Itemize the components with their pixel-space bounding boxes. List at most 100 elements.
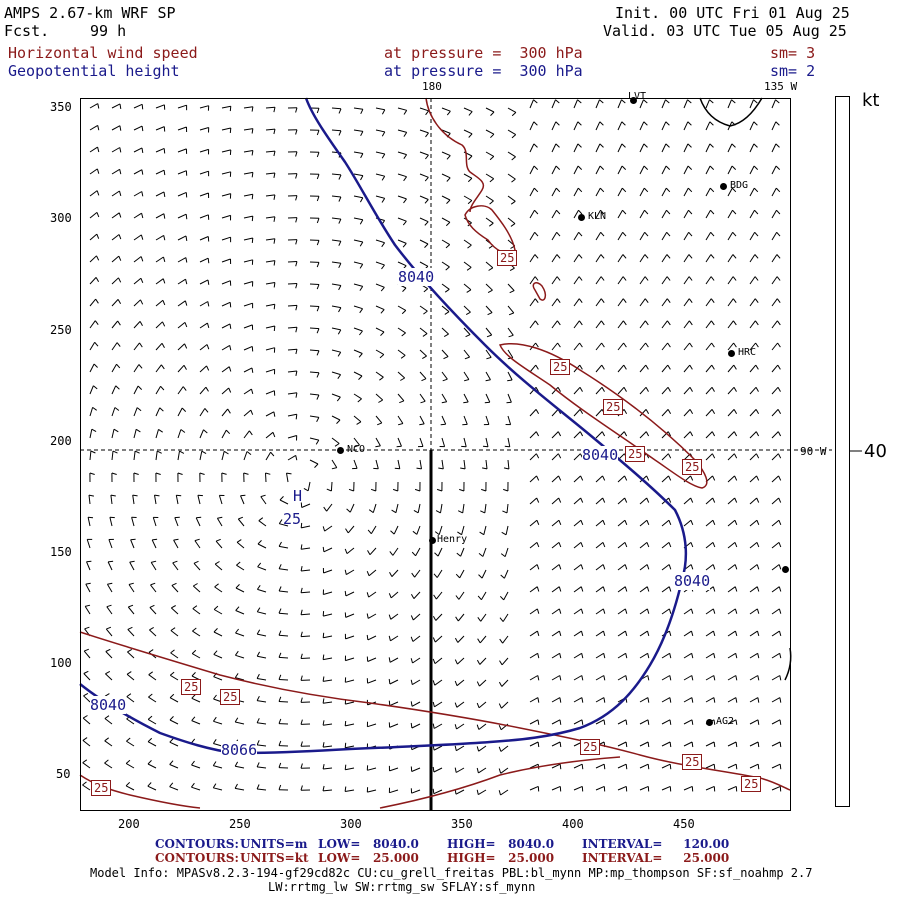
contour-info-height-title: CONTOURS: (155, 837, 239, 851)
wind-barb (683, 320, 690, 329)
wind-barb (595, 276, 602, 285)
wind-barb (551, 409, 559, 417)
wind-barb (595, 364, 603, 373)
wind-barb-flag (646, 586, 650, 592)
wind-barb-flag (536, 520, 540, 525)
wind-barb-flag (185, 214, 188, 220)
wind-barb-flag (621, 187, 627, 193)
wind-barb-flag (316, 152, 320, 158)
wind-barb-flag (756, 542, 760, 548)
wind-barb (127, 629, 135, 637)
wind-barb-flag (603, 653, 606, 659)
wind-barb (150, 562, 157, 571)
wind-barb (265, 238, 275, 241)
wind-barb (265, 347, 275, 351)
wind-barb (375, 283, 385, 288)
height-max-label: 25 (283, 510, 302, 528)
wind-barb-flag (775, 143, 780, 148)
wind-barb-flag (246, 451, 252, 455)
wind-barb-flag (622, 254, 627, 259)
wind-barb-flag (602, 586, 606, 592)
wind-barb (279, 499, 289, 505)
wind-barb-flag (623, 409, 628, 415)
wind-barb-flag (360, 175, 364, 181)
wind-barb (639, 652, 648, 659)
wind-barb (221, 387, 230, 395)
station-marker (429, 537, 436, 544)
wind-barb (199, 127, 209, 131)
wind-barb-flag (647, 653, 650, 659)
model-title: AMPS 2.67-km WRF SP (4, 4, 176, 22)
wind-barb-flag (643, 99, 648, 104)
wind-barb (331, 195, 341, 198)
wind-barb (661, 342, 668, 351)
wind-barb (133, 342, 140, 351)
wind-barb (639, 697, 649, 703)
wind-barb-flag (359, 219, 364, 225)
wind-barb (375, 415, 383, 424)
wind-barb-flag (338, 307, 342, 313)
wind-barb (529, 475, 537, 483)
wind-barb-flag (687, 187, 693, 193)
wind-barb (573, 608, 582, 615)
wind-barb-flag (688, 231, 693, 237)
wind-barb-flag (511, 134, 517, 139)
wind-barb (551, 697, 561, 703)
wind-barb-flag (170, 627, 176, 631)
wind-barb (771, 697, 781, 703)
wind-barb (389, 767, 399, 772)
wind-barb (419, 437, 424, 447)
speed-contour-label: 25 (682, 754, 703, 770)
wind-barb (345, 701, 355, 705)
wind-barb-flag (498, 790, 501, 796)
wind-barb (278, 679, 289, 681)
wind-barb-flag (732, 209, 737, 215)
wind-barb-flag (777, 387, 781, 392)
wind-barb (353, 217, 363, 221)
wind-barb-flag (344, 742, 347, 748)
wind-barb (111, 407, 116, 417)
wind-barb-flag (556, 209, 561, 215)
wind-barb-flag (713, 630, 716, 637)
wind-barb (617, 564, 626, 571)
wind-barb (617, 320, 624, 329)
wind-barb (107, 561, 113, 571)
wind-barb-flag (204, 408, 209, 413)
wind-barb (551, 453, 559, 461)
wind-barb (441, 437, 446, 447)
wind-barb-flag (119, 169, 122, 175)
wind-barb (573, 519, 582, 527)
wind-barb (265, 216, 275, 219)
wind-barb-flag (403, 176, 408, 182)
wind-barb (170, 652, 179, 659)
wind-barb-flag (735, 697, 738, 703)
wind-barb-flag (625, 675, 628, 681)
wind-barb-flag (82, 715, 88, 719)
wind-barb-flag (295, 349, 298, 355)
wind-barb (191, 697, 201, 703)
wind-barb (661, 364, 669, 373)
wind-barb (287, 261, 298, 263)
wind-barb-flag (191, 649, 197, 654)
wind-barb-flag (127, 626, 133, 630)
wind-barb (106, 584, 113, 593)
x-tick: 350 (451, 817, 473, 831)
wind-barb-flag (402, 220, 407, 226)
wind-barb (661, 99, 666, 109)
wind-barb-flag (278, 608, 282, 614)
wind-barb-flag (432, 723, 435, 729)
wind-barb (353, 239, 363, 243)
wind-barb (484, 503, 487, 513)
wind-barb (529, 99, 534, 109)
height-contour-label: 8040 (398, 268, 435, 286)
wind-barb-flag (644, 209, 649, 215)
wind-barb-flag (137, 385, 143, 390)
wind-barb-flag (535, 342, 539, 348)
wind-barb (749, 99, 754, 109)
x-tick: 450 (673, 817, 695, 831)
model-info-radiation: LW:rrtmg_lw SW:rrtmg_sw SFLAY:sf_mynn (268, 880, 536, 894)
wind-barb (529, 453, 537, 461)
wind-barb (111, 363, 117, 373)
wind-barb (727, 719, 737, 725)
wind-barb-flag (256, 673, 260, 679)
